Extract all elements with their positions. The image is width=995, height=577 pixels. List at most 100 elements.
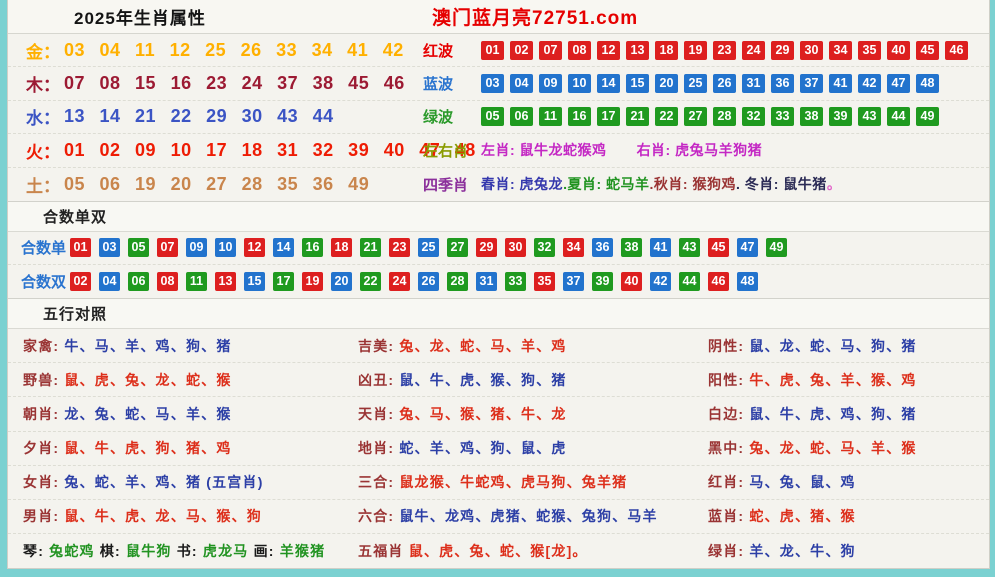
- wuxing-cell: 阴性: 鼠、龙、蛇、马、狗、猪: [708, 336, 989, 356]
- wuxing-segment: 黑中:: [708, 440, 749, 456]
- attribute-row: 金：03 04 11 12 25 26 33 34 41 42红波0102070…: [8, 34, 989, 67]
- wuxing-cell: 白边: 鼠、牛、虎、鸡、狗、猪: [708, 404, 989, 424]
- number-badge: 35: [534, 272, 555, 291]
- badge-list: 03040910141520252631363741424748: [481, 74, 939, 93]
- number-badge: 41: [829, 74, 852, 93]
- wuxing-segment: 棋:: [100, 543, 126, 559]
- number-badge: 41: [650, 238, 671, 257]
- wuxing-cell: 阳性: 牛、虎、兔、羊、猴、鸡: [708, 370, 989, 390]
- element-label: 木：: [26, 71, 64, 96]
- number-badge: 16: [302, 238, 323, 257]
- wuxing-segment: 鼠牛狗: [126, 543, 177, 559]
- number-badge: 44: [679, 272, 700, 291]
- element-numbers: 13 14 21 22 29 30 43 44: [64, 106, 334, 127]
- wuxing-segment: 红肖:: [708, 474, 749, 490]
- site-link[interactable]: 澳门蓝月亮72751.com: [432, 3, 638, 30]
- number-badge: 05: [128, 238, 149, 257]
- wuxing-segment: 凶丑:: [358, 372, 399, 388]
- row-right-group: 四季肖春肖: 虎兔龙.夏肖: 蛇马羊.秋肖: 猴狗鸡. 冬肖: 鼠牛猪。: [423, 168, 841, 201]
- number-badge: 33: [771, 107, 794, 126]
- wuxing-cell: 夕肖: 鼠、牛、虎、狗、猪、鸡: [23, 438, 358, 458]
- wuxing-segment: 羊猴猪: [280, 543, 326, 559]
- hesu-row: 合数双0204060811131517192022242628313335373…: [8, 265, 989, 298]
- wuxing-segment: 书:: [177, 543, 203, 559]
- element-label: 火：: [26, 138, 64, 163]
- number-badge: 27: [447, 238, 468, 257]
- badge-list: 05061116172122272832333839434449: [481, 107, 939, 126]
- badge-list: 0102070812131819232429303435404546: [481, 41, 968, 60]
- wuxing-cell: 蓝肖: 蛇、虎、猪、猴: [708, 506, 989, 526]
- wuxing-segment: 兔、马、猴、猪、牛、龙: [399, 406, 566, 422]
- number-badge: 11: [186, 272, 207, 291]
- wuxing-segment: 白边:: [708, 406, 749, 422]
- number-badge: 40: [887, 41, 910, 60]
- wuxing-segment: 鼠、虎、兔、龙、蛇、猴: [64, 372, 231, 388]
- wuxing-segment: 鼠、龙、蛇、马、狗、猪: [749, 338, 916, 354]
- number-badge: 29: [771, 41, 794, 60]
- wuxing-segment: 牛、虎、兔、羊、猴、鸡: [749, 372, 916, 388]
- wuxing-row: 男肖: 鼠、牛、虎、龙、马、猴、狗六合: 鼠牛、龙鸡、虎猪、蛇猴、兔狗、马羊蓝肖…: [8, 500, 989, 534]
- zodiac-attributes-section: 金：03 04 11 12 25 26 33 34 41 42红波0102070…: [8, 34, 989, 201]
- zodiac-text: .夏肖: 蛇马羊: [563, 174, 649, 194]
- wuxing-row: 琴: 兔蛇鸡 棋: 鼠牛狗 书: 虎龙马 画: 羊猴猪 五福肖 鼠、虎、兔、蛇、猴…: [8, 534, 989, 568]
- wuxing-segment: 兔蛇鸡: [49, 543, 100, 559]
- number-badge: 40: [621, 272, 642, 291]
- number-badge: 17: [597, 107, 620, 126]
- wuxing-segment: 虎龙马: [203, 543, 254, 559]
- element-label: 水：: [26, 104, 64, 129]
- wuxing-row: 夕肖: 鼠、牛、虎、狗、猪、鸡地肖: 蛇、羊、鸡、狗、鼠、虎黑中: 兔、龙、蛇、…: [8, 432, 989, 466]
- page-header: 2025年生肖属性 澳门蓝月亮72751.com: [8, 0, 989, 34]
- number-badge: 12: [244, 238, 265, 257]
- wuxing-segment: 鼠、牛、虎、猴、狗、猪: [399, 372, 566, 388]
- wuxing-segment: 兔、龙、蛇、马、羊、猴: [749, 440, 916, 456]
- wuxing-segment: 鼠牛、龙鸡、虎猪、蛇猴、兔狗、马羊: [399, 508, 657, 524]
- wuxing-segment: 五福肖: [358, 543, 409, 559]
- wuxing-cell: 三合: 鼠龙猴、牛蛇鸡、虎马狗、兔羊猪: [358, 472, 708, 492]
- number-badge: 25: [418, 238, 439, 257]
- row-right-group: 左右肖左肖: 鼠牛龙蛇猴鸡右肖: 虎兔马羊狗猪: [423, 134, 762, 166]
- wuxing-segment: 夕肖:: [23, 440, 64, 456]
- element-numbers: 03 04 11 12 25 26 33 34 41 42: [64, 40, 404, 61]
- zodiac-text: 右肖: 虎兔马羊狗猪: [637, 140, 763, 160]
- wuxing-segment: 画:: [254, 543, 280, 559]
- wuxing-segment: 兔、蛇、羊、鸡、猪 (五宫肖): [64, 474, 263, 490]
- number-badge: 22: [655, 107, 678, 126]
- wuxing-cell: 朝肖: 龙、兔、蛇、马、羊、猴: [23, 404, 358, 424]
- wuxing-segment: 朝肖:: [23, 406, 64, 422]
- wuxing-row: 野兽: 鼠、虎、兔、龙、蛇、猴凶丑: 鼠、牛、虎、猴、狗、猪阳性: 牛、虎、兔、…: [8, 363, 989, 397]
- number-badge: 30: [505, 238, 526, 257]
- wuxing-row: 女肖: 兔、蛇、羊、鸡、猪 (五宫肖)三合: 鼠龙猴、牛蛇鸡、虎马狗、兔羊猪红肖…: [8, 466, 989, 500]
- number-badge: 28: [447, 272, 468, 291]
- number-badge: 39: [829, 107, 852, 126]
- wuxing-segment: 地肖:: [358, 440, 399, 456]
- number-badge: 04: [99, 272, 120, 291]
- number-badge: 26: [713, 74, 736, 93]
- number-badge: 03: [99, 238, 120, 257]
- wuxing-cell: 五福肖 鼠、虎、兔、蛇、猴[龙]。: [358, 541, 708, 561]
- number-badge: 01: [481, 41, 504, 60]
- wuxing-cell: 绿肖: 羊、龙、牛、狗: [708, 541, 989, 561]
- wuxing-cell: 天肖: 兔、马、猴、猪、牛、龙: [358, 404, 708, 424]
- wuxing-segment: 鼠、牛、虎、狗、猪、鸡: [64, 440, 231, 456]
- attribute-row: 水：13 14 21 22 29 30 43 44绿波0506111617212…: [8, 101, 989, 134]
- number-badge: 34: [563, 238, 584, 257]
- number-badge: 23: [713, 41, 736, 60]
- number-badge: 06: [510, 107, 533, 126]
- wuxing-segment: 兔、龙、蛇、马、羊、鸡: [399, 338, 566, 354]
- number-badge: 49: [916, 107, 939, 126]
- wuxing-section: 家禽: 牛、马、羊、鸡、狗、猪吉美: 兔、龙、蛇、马、羊、鸡阴性: 鼠、龙、蛇、…: [8, 329, 989, 568]
- wave-label: 绿波: [423, 106, 481, 127]
- zodiac-text: 春肖: 虎兔龙: [481, 174, 563, 194]
- number-badge: 18: [331, 238, 352, 257]
- wuxing-row: 家禽: 牛、马、羊、鸡、狗、猪吉美: 兔、龙、蛇、马、羊、鸡阴性: 鼠、龙、蛇、…: [8, 329, 989, 363]
- number-badge: 06: [128, 272, 149, 291]
- number-badge: 19: [684, 41, 707, 60]
- content-panel: 2025年生肖属性 澳门蓝月亮72751.com 金：03 04 11 12 2…: [7, 0, 990, 569]
- number-badge: 16: [568, 107, 591, 126]
- number-badge: 43: [858, 107, 881, 126]
- wuxing-segment: 琴:: [23, 543, 49, 559]
- wuxing-segment: 阳性:: [708, 372, 749, 388]
- hesu-row-label: 合数单: [21, 237, 70, 258]
- page-title: 2025年生肖属性: [74, 4, 206, 29]
- attribute-row: 木：07 08 15 16 23 24 37 38 45 46蓝波0304091…: [8, 67, 989, 100]
